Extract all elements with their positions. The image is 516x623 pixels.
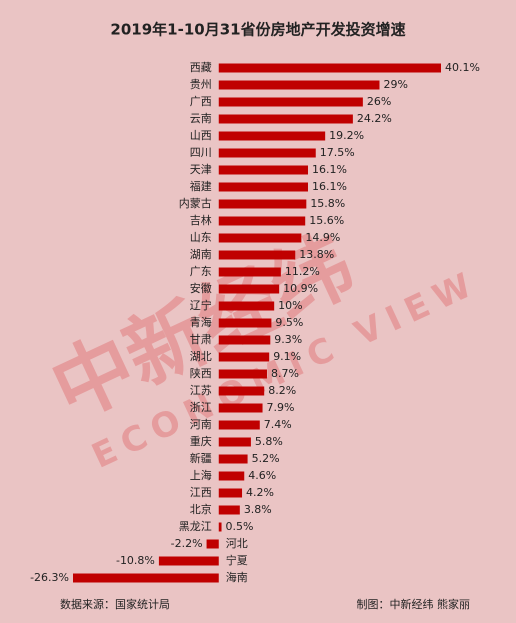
value-label: 7.4% xyxy=(264,418,292,431)
category-label: 吉林 xyxy=(190,213,212,227)
bar xyxy=(218,318,272,328)
value-label: 29% xyxy=(383,78,407,91)
category-label: 新疆 xyxy=(190,451,212,465)
value-label: 26% xyxy=(367,95,391,108)
value-label: 9.3% xyxy=(274,333,302,346)
bar xyxy=(218,369,267,379)
category-label: 湖北 xyxy=(190,350,212,363)
value-label: 19.2% xyxy=(329,129,364,142)
value-label: 10% xyxy=(278,299,302,312)
value-label: 16.1% xyxy=(312,180,347,193)
bar xyxy=(218,386,265,396)
value-label: 5.8% xyxy=(255,435,283,448)
value-label: 17.5% xyxy=(320,146,355,159)
category-label: 天津 xyxy=(190,163,212,176)
category-label: 上海 xyxy=(190,468,212,482)
value-label: -10.8% xyxy=(116,554,155,567)
category-label: 陕西 xyxy=(190,366,212,380)
bar xyxy=(218,233,302,243)
category-label: 西藏 xyxy=(190,61,212,74)
bar xyxy=(73,573,219,583)
bar xyxy=(218,199,307,209)
bar xyxy=(218,522,222,532)
category-label: 山东 xyxy=(190,231,212,244)
value-label: 7.9% xyxy=(267,401,295,414)
bar xyxy=(218,301,275,311)
category-label: 甘肃 xyxy=(190,333,212,346)
value-label: 15.8% xyxy=(310,197,345,210)
value-label: -2.2% xyxy=(171,537,203,550)
category-label: 山西 xyxy=(190,129,212,142)
category-label: 浙江 xyxy=(190,401,212,414)
category-label: 重庆 xyxy=(190,434,212,448)
bar xyxy=(218,454,248,464)
bar xyxy=(218,437,251,447)
bar xyxy=(218,488,243,498)
value-label: 4.2% xyxy=(246,486,274,499)
bar xyxy=(218,165,308,175)
bar xyxy=(218,114,353,124)
category-label: 北京 xyxy=(190,502,212,516)
category-label: 云南 xyxy=(190,112,212,125)
credit: 制图：中新经纬 熊家丽 xyxy=(357,597,471,611)
value-label: 8.2% xyxy=(268,384,296,397)
bar xyxy=(218,216,306,226)
value-label: 40.1% xyxy=(445,61,480,74)
category-label: 广西 xyxy=(190,95,212,108)
category-label: 河南 xyxy=(190,418,212,431)
value-label: 8.7% xyxy=(271,367,299,380)
category-label: 湖南 xyxy=(190,248,212,261)
value-label: -26.3% xyxy=(30,571,69,584)
value-label: 10.9% xyxy=(283,282,318,295)
bar xyxy=(218,148,316,158)
value-label: 13.8% xyxy=(299,248,334,261)
category-label: 江苏 xyxy=(190,384,212,397)
bar xyxy=(218,250,296,260)
category-label: 广东 xyxy=(190,265,212,278)
value-label: 11.2% xyxy=(285,265,320,278)
category-label: 辽宁 xyxy=(190,298,212,312)
category-label: 青海 xyxy=(190,315,212,329)
source: 数据来源：国家统计局 xyxy=(60,597,170,611)
value-label: 9.5% xyxy=(275,316,303,329)
value-label: 15.6% xyxy=(309,214,344,227)
category-label: 海南 xyxy=(226,570,248,584)
value-label: 4.6% xyxy=(248,469,276,482)
bar xyxy=(218,505,240,515)
category-label: 江西 xyxy=(190,486,212,499)
chart-title: 2019年1-10月31省份房地产开发投资增速 xyxy=(110,21,405,39)
category-label: 四川 xyxy=(190,146,212,159)
category-label: 贵州 xyxy=(190,78,212,91)
category-label: 宁夏 xyxy=(226,553,248,567)
bar xyxy=(218,403,263,413)
bar xyxy=(218,63,441,73)
value-label: 16.1% xyxy=(312,163,347,176)
bar xyxy=(218,182,308,192)
value-label: 14.9% xyxy=(305,231,340,244)
bar xyxy=(218,80,380,90)
bar xyxy=(218,267,281,277)
value-label: 3.8% xyxy=(244,503,272,516)
bar xyxy=(206,539,219,549)
bar xyxy=(158,556,219,566)
value-label: 0.5% xyxy=(226,520,254,533)
category-label: 内蒙古 xyxy=(179,196,212,210)
category-label: 黑龙江 xyxy=(179,520,212,533)
value-label: 5.2% xyxy=(252,452,280,465)
value-label: 9.1% xyxy=(273,350,301,363)
bar xyxy=(218,335,271,345)
category-label: 河北 xyxy=(226,537,248,550)
bar xyxy=(218,97,363,107)
category-label: 福建 xyxy=(190,179,212,193)
bar xyxy=(218,284,280,294)
bar xyxy=(218,131,326,141)
value-label: 24.2% xyxy=(357,112,392,125)
category-label: 安徽 xyxy=(190,281,212,295)
bar xyxy=(218,471,245,481)
bar xyxy=(218,420,260,430)
bar xyxy=(218,352,270,362)
